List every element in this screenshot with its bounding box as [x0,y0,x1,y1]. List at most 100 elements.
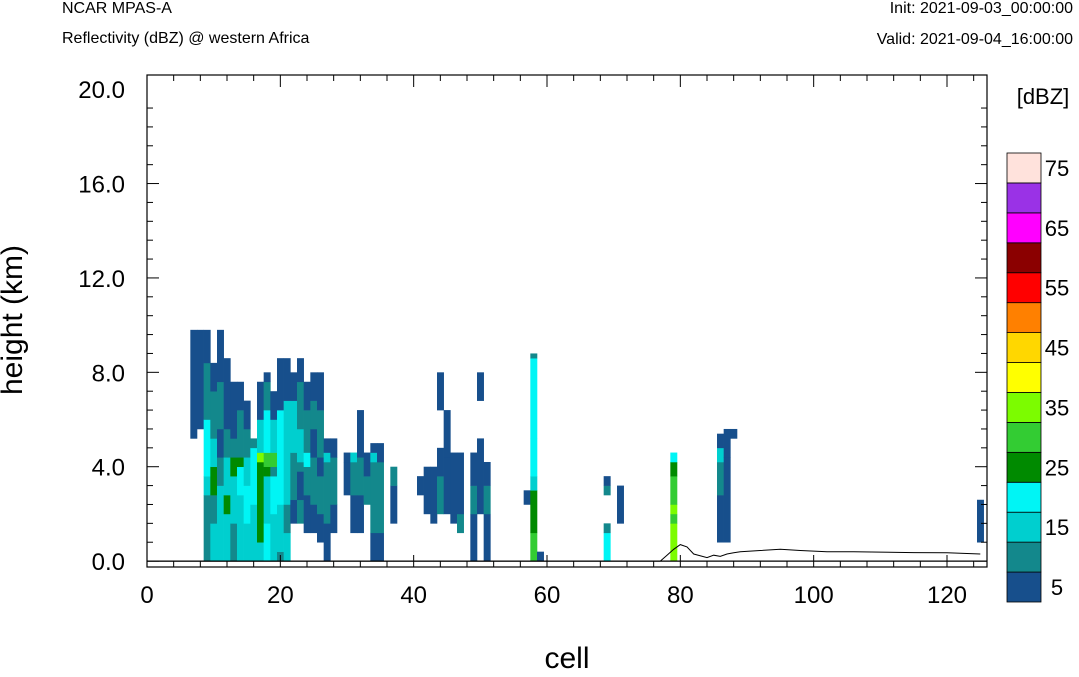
reflectivity-cell [310,400,318,430]
reflectivity-cell [263,466,271,477]
reflectivity-cell [443,410,451,458]
reflectivity-cell [370,504,378,534]
reflectivity-cell [323,452,331,463]
x-tick-label: 120 [927,582,967,609]
reflectivity-cell [617,485,624,524]
reflectivity-cell [377,443,384,463]
reflectivity-cell [730,428,738,439]
reflectivity-cell [217,329,224,383]
reflectivity-cell [717,495,724,543]
reflectivity-cell [230,457,238,477]
reflectivity-cell [323,461,331,524]
reflectivity-cell [603,476,611,486]
reflectivity-cell [277,410,284,505]
colorbar-swatch [1006,242,1042,274]
reflectivity-cell [270,419,278,453]
reflectivity-cell [243,400,251,430]
reflectivity-cell [317,372,324,411]
reflectivity-cell [310,457,318,505]
reflectivity-cell [230,438,238,458]
reflectivity-cell [330,438,338,458]
terrain-profile [147,544,981,562]
colorbar-tick-label: 35 [1045,395,1069,420]
plot-frame [146,74,988,568]
reflectivity-cell [723,457,731,543]
reflectivity-cell [263,476,271,524]
reflectivity-cell [670,452,678,463]
x-tick-label: 60 [534,582,561,609]
reflectivity-cell [257,542,264,562]
reflectivity-cell [457,513,464,534]
reflectivity-cell [243,428,251,458]
y-tick-label: 12.0 [78,266,125,293]
x-tick-label: 40 [400,582,427,609]
reflectivity-cell [330,457,338,505]
reflectivity-cell [303,452,311,468]
reflectivity-cell [210,438,218,468]
reflectivity-cell [977,499,984,543]
reflectivity-cell [203,329,211,364]
reflectivity-cell [290,499,298,524]
reflectivity-cell [243,457,251,486]
reflectivity-cell [357,457,364,496]
colorbar-swatch [1006,362,1042,393]
reflectivity-cell [210,495,218,524]
reflectivity-cell [350,452,358,463]
reflectivity-cell [297,358,304,383]
reflectivity-cell [363,452,371,477]
colorbar-swatch [1006,152,1042,184]
reflectivity-cell [303,495,311,534]
reflectivity-cell [530,532,538,562]
reflectivity-cell [223,428,231,458]
reflectivity-cell [390,466,398,486]
colorbar-swatch [1006,511,1042,543]
reflectivity-cell [377,461,384,524]
colorbar-tick-label: 25 [1045,455,1069,480]
reflectivity-cell [297,381,304,430]
reflectivity-cell [283,358,291,401]
reflectivity-cell [483,485,491,515]
reflectivity-cell [343,452,351,463]
reflectivity-cell [223,495,231,515]
reflectivity-cell [250,447,258,505]
reflectivity-cell [370,443,378,453]
reflectivity-cell [263,381,271,411]
colorbar-tick-label: 45 [1045,336,1069,361]
reflectivity-cell [603,485,611,496]
reflectivity-cell [470,485,478,515]
reflectivity-cell [717,433,724,449]
reflectivity-cell [217,457,224,486]
colorbar-swatch [1006,571,1042,603]
reflectivity-cell [270,391,278,420]
colorbar-swatch [1006,421,1042,453]
reflectivity-cell [297,461,304,472]
reflectivity-cell [370,461,378,505]
reflectivity-cell [363,476,371,505]
reflectivity-cell [283,532,291,562]
reflectivity-cell [477,372,484,401]
reflectivity-cell [323,438,331,453]
reflectivity-cell [357,495,364,534]
reflectivity-cell [210,466,218,496]
terrain-line [147,544,987,562]
reflectivity-cell [603,523,611,534]
reflectivity-cell [203,419,211,477]
reflectivity-cell [317,476,324,515]
reflectivity-cell [243,523,251,562]
reflectivity-cell [317,513,324,543]
reflectivity-cell [217,485,224,562]
reflectivity-cell [217,428,224,458]
init-time: Init: 2021-09-03_00:00:00 [889,0,1073,17]
reflectivity-cell [277,504,284,552]
colorbar-tick-label: 15 [1045,515,1069,540]
axis-ticks: 0 20 40 60 80 100 120 0.0 4.0 8.0 12.0 16.0 20.0 [78,75,987,609]
reflectivity-cell [283,504,291,534]
reflectivity-cell [717,447,724,463]
reflectivity-cell [270,476,278,515]
reflectivity-cell [263,523,271,562]
reflectivity-cell [330,504,338,534]
reflectivity-cell [670,476,678,505]
reflectivity-cell [257,419,264,453]
colorbar-tick-label: 65 [1045,216,1069,241]
